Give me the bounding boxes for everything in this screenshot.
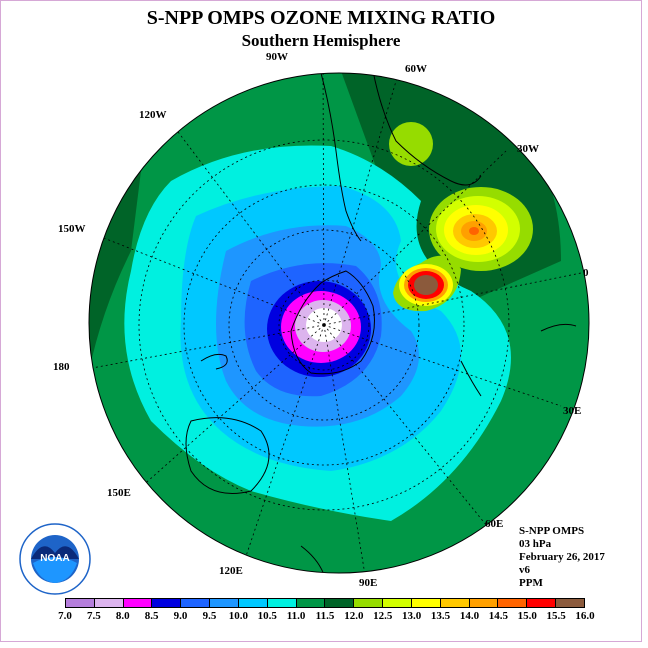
legend-swatch <box>325 599 355 607</box>
lon-label-30e: 30E <box>563 405 582 417</box>
info-product: S-NPP OMPS <box>519 525 585 537</box>
legend-tick-label: 10.0 <box>228 610 248 622</box>
legend-tick-label: 8.5 <box>144 610 159 622</box>
legend-swatch <box>94 599 124 607</box>
legend-swatch <box>296 599 326 607</box>
legend-tick-label: 15.5 <box>546 610 566 622</box>
legend-tick-label: 14.5 <box>488 610 508 622</box>
legend-tick-label: 7.5 <box>87 610 101 622</box>
logo-text: NOAA <box>40 553 69 564</box>
legend-tick-label: 16.0 <box>575 610 595 622</box>
noaa-logo: NOAA <box>19 523 91 595</box>
info-units: PPM <box>519 577 543 589</box>
legend-tick-label: 12.5 <box>373 610 393 622</box>
legend-swatch <box>181 599 211 607</box>
legend-swatch <box>411 599 441 607</box>
info-date: February 26, 2017 <box>519 551 605 563</box>
product-info: S-NPP OMPS 03 hPa February 26, 2017 v6 P… <box>519 525 605 590</box>
legend-tick-label: 13.5 <box>430 610 451 622</box>
legend-tick-label: 15.0 <box>517 610 537 622</box>
legend-tick-label: 14.0 <box>459 610 480 622</box>
legend-swatch <box>556 599 584 607</box>
legend-swatch <box>440 599 470 607</box>
lon-label-90e: 90E <box>359 577 378 589</box>
legend-tick-label: 13.0 <box>402 610 422 622</box>
info-version: v6 <box>519 564 530 576</box>
legend-tick-label: 9.5 <box>202 610 217 622</box>
lon-label-0: 0 <box>583 267 589 279</box>
legend-tick-label: 7.0 <box>58 610 72 622</box>
lon-label-180: 180 <box>53 361 70 373</box>
lon-label-120w: 120W <box>139 109 167 121</box>
color-legend <box>65 598 585 608</box>
legend-tick-label: 9.0 <box>173 610 188 622</box>
legend-swatch <box>123 599 153 607</box>
legend-swatch <box>238 599 268 607</box>
map-title: S-NPP OMPS OZONE MIXING RATIO <box>146 7 496 29</box>
polar-map <box>88 72 590 574</box>
lon-label-150e: 150E <box>107 487 131 499</box>
legend-tick-label: 10.5 <box>257 610 277 622</box>
legend-swatch <box>527 599 557 607</box>
map-border <box>88 72 590 574</box>
lon-label-90w: 90W <box>266 51 288 63</box>
legend-tick-label: 12.0 <box>344 610 364 622</box>
lon-label-60w: 60W <box>405 63 427 75</box>
legend-swatch <box>469 599 499 607</box>
lon-label-120e: 120E <box>219 565 243 577</box>
legend-tick-label: 11.0 <box>286 610 306 622</box>
lon-label-60e: 60E <box>485 518 504 530</box>
legend-tick-label: 8.0 <box>115 610 130 622</box>
lon-label-30w: 30W <box>517 143 539 155</box>
legend-swatch <box>267 599 297 607</box>
info-level: 03 hPa <box>519 538 552 550</box>
graticule <box>89 73 582 573</box>
legend-swatch <box>354 599 384 607</box>
legend-swatch <box>66 599 95 607</box>
ozone-field <box>89 73 589 573</box>
legend-swatch <box>498 599 528 607</box>
legend-swatch <box>210 599 239 607</box>
legend-swatch <box>152 599 182 607</box>
legend-swatch <box>383 599 412 607</box>
lon-label-150w: 150W <box>58 223 86 235</box>
legend-tick-label: 11.5 <box>315 610 335 622</box>
map-subtitle: Southern Hemisphere <box>241 31 401 50</box>
